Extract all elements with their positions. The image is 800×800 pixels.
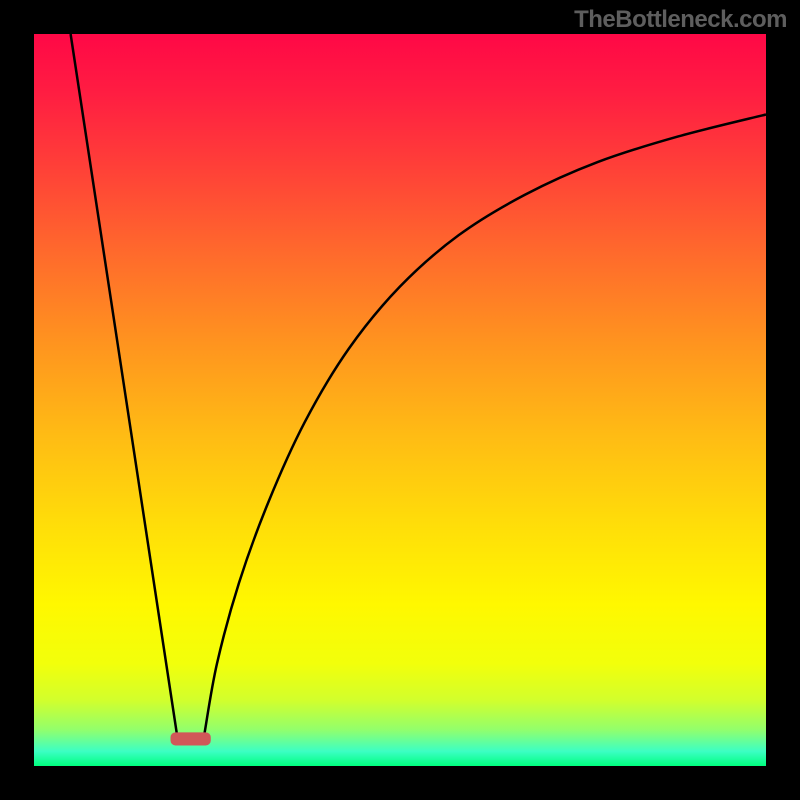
watermark-text: TheBottleneck.com [574, 6, 787, 34]
valley-marker [171, 732, 211, 745]
chart-container: TheBottleneck.com [0, 0, 800, 800]
chart-svg [0, 0, 800, 800]
